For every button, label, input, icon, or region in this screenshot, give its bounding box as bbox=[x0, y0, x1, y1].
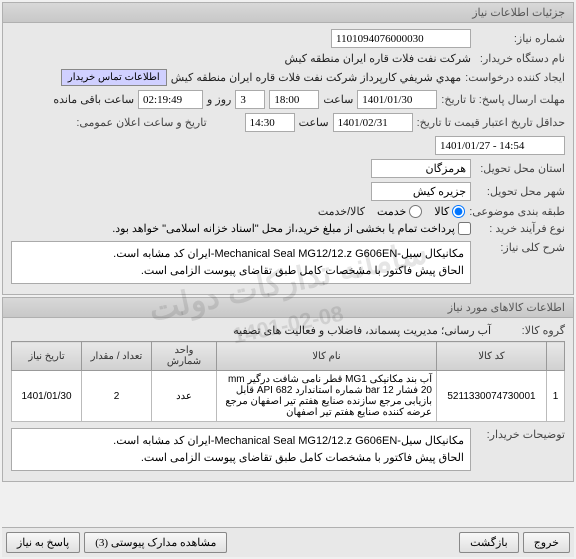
radio-goods-label: کالا bbox=[434, 205, 449, 218]
service-radio-group: کالا خدمت کالا/خدمت bbox=[318, 205, 465, 218]
pay-checkbox-input[interactable] bbox=[458, 222, 471, 235]
rooz-label: روز و bbox=[207, 93, 231, 106]
buyer-value: شرکت نفت فلات قاره ایران منطقه کیش bbox=[284, 52, 471, 65]
attachments-button[interactable]: مشاهده مدارک پیوستی (3) bbox=[84, 532, 227, 553]
col-date: تاریخ نیاز bbox=[12, 342, 82, 371]
goods-service-text: کالا/خدمت bbox=[318, 205, 365, 218]
goods-table: کد کالا نام کالا واحد شمارش تعداد / مقدا… bbox=[11, 341, 565, 422]
deadline-date-input[interactable] bbox=[357, 90, 437, 109]
desc-line1: مکانیکال سیل-Mechanical Seal MG12/12.z G… bbox=[18, 246, 464, 263]
cell-unit: عدد bbox=[152, 371, 217, 422]
niaz-no-input[interactable] bbox=[331, 29, 471, 48]
contact-info-button[interactable]: اطلاعات تماس خریدار bbox=[61, 69, 167, 86]
buyer-note-label: توضیحات خریدار: bbox=[475, 428, 565, 441]
pay-checkbox[interactable]: پرداخت تمام یا بخشی از مبلغ خرید،از محل … bbox=[112, 222, 471, 235]
col-unit: واحد شمارش bbox=[152, 342, 217, 371]
radio-service-input[interactable] bbox=[409, 205, 422, 218]
desc-line2: الحاق پیش فاکتور با مشخصات کامل طبق تقاض… bbox=[18, 263, 464, 280]
creator-label: ایجاد کننده درخواست: bbox=[465, 71, 565, 84]
col-name: نام کالا bbox=[217, 342, 437, 371]
radio-goods[interactable]: کالا bbox=[434, 205, 465, 218]
buy-type-label: نوع فرآیند خرید : bbox=[475, 222, 565, 235]
group-label: گروه کالا: bbox=[495, 324, 565, 337]
table-header-row: کد کالا نام کالا واحد شمارش تعداد / مقدا… bbox=[12, 342, 565, 371]
buyer-note-box: مکانیکال سیل-Mechanical Seal MG12/12.z G… bbox=[11, 428, 471, 471]
valid-time-input[interactable] bbox=[245, 113, 295, 132]
province-label: استان محل تحویل: bbox=[475, 162, 565, 175]
valid-date-input[interactable] bbox=[333, 113, 413, 132]
col-qty: تعداد / مقدار bbox=[82, 342, 152, 371]
radio-service[interactable]: خدمت bbox=[377, 205, 422, 218]
respond-button[interactable]: پاسخ به نیاز bbox=[6, 532, 80, 553]
details-panel: جزئیات اطلاعات نیاز شماره نیاز: نام دستگ… bbox=[2, 2, 574, 295]
cell-name: آب بند مکانیکی MG1 قطر نامی شافت درگیر m… bbox=[217, 371, 437, 422]
city-label: شهر محل تحویل: bbox=[475, 185, 565, 198]
time-label-1: ساعت bbox=[323, 93, 353, 106]
buyer-note2: الحاق پیش فاکتور با مشخصات کامل طبق تقاض… bbox=[18, 450, 464, 467]
description-box: مکانیکال سیل-Mechanical Seal MG12/12.z G… bbox=[11, 241, 471, 284]
back-button[interactable]: بازگشت bbox=[459, 532, 519, 553]
goods-panel-title: اطلاعات کالاهای مورد نیاز bbox=[3, 298, 573, 318]
buyer-note1: مکانیکال سیل-Mechanical Seal MG12/12.z G… bbox=[18, 433, 464, 450]
radio-service-label: خدمت bbox=[377, 205, 406, 218]
remain-input bbox=[138, 90, 203, 109]
announce-input bbox=[435, 136, 565, 155]
niaz-no-label: شماره نیاز: bbox=[475, 32, 565, 45]
goods-panel: اطلاعات کالاهای مورد نیاز گروه کالا: آب … bbox=[2, 297, 574, 482]
time-label-2: ساعت bbox=[299, 116, 329, 129]
pay-text: پرداخت تمام یا بخشی از مبلغ خرید،از محل … bbox=[112, 222, 455, 235]
desc-label: شرح کلی نیاز: bbox=[475, 241, 565, 254]
deadline-label: مهلت ارسال پاسخ: تا تاریخ: bbox=[441, 93, 565, 106]
province-input[interactable] bbox=[371, 159, 471, 178]
announce-label: تاریخ و ساعت اعلان عمومی: bbox=[76, 116, 206, 129]
deadline-time-input[interactable] bbox=[269, 90, 319, 109]
radio-goods-input[interactable] bbox=[452, 205, 465, 218]
days-input[interactable] bbox=[235, 90, 265, 109]
cell-idx: 1 bbox=[547, 371, 565, 422]
col-code: کد کالا bbox=[437, 342, 547, 371]
cell-code: 5211330074730001 bbox=[437, 371, 547, 422]
valid-label: حداقل تاریخ اعتبار قیمت تا تاریخ: bbox=[417, 116, 565, 129]
panel-title: جزئیات اطلاعات نیاز bbox=[3, 3, 573, 23]
city-input[interactable] bbox=[371, 182, 471, 201]
buyer-label: نام دستگاه خریدار: bbox=[475, 52, 565, 65]
table-row[interactable]: 1 5211330074730001 آب بند مکانیکی MG1 قط… bbox=[12, 371, 565, 422]
col-idx bbox=[547, 342, 565, 371]
creator-value: مهدي شريفي كارپرداز شركت نفت فلات قاره ا… bbox=[171, 71, 461, 84]
remain-label: ساعت باقی مانده bbox=[53, 93, 134, 106]
cell-date: 1401/01/30 bbox=[12, 371, 82, 422]
exit-button[interactable]: خروج bbox=[523, 532, 570, 553]
footer-bar: خروج بازگشت مشاهده مدارک پیوستی (3) پاسخ… bbox=[2, 527, 574, 557]
cell-qty: 2 bbox=[82, 371, 152, 422]
group-value: آب رسانی؛ مدیریت پسماند، فاضلاب و فعالیت… bbox=[233, 324, 491, 337]
service-label: طبقه بندی موضوعی: bbox=[469, 205, 565, 218]
